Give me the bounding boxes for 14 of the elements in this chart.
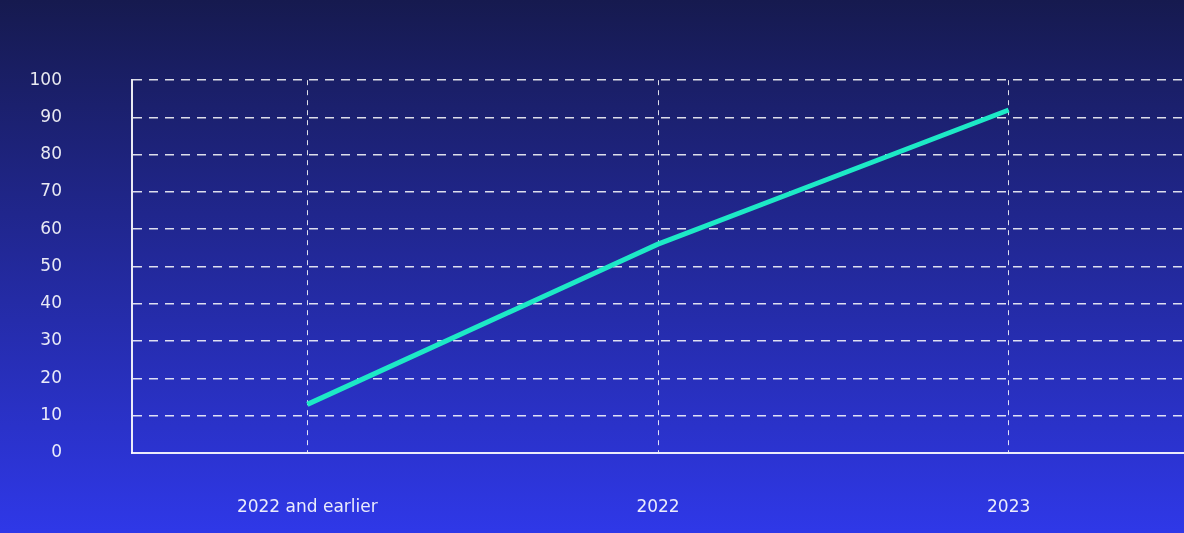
y-tick-label: 0 (51, 441, 62, 462)
y-tick-label: 100 (29, 68, 62, 89)
y-tick-label: 40 (40, 292, 62, 313)
y-tick-label: 30 (40, 329, 62, 350)
y-tick-label: 80 (40, 143, 62, 164)
x-tick-label: 2022 and earlier (236, 496, 378, 517)
y-tick-label: 10 (40, 403, 62, 424)
y-tick-label: 60 (40, 217, 62, 238)
y-tick-label: 20 (40, 366, 62, 387)
y-tick-label: 90 (40, 105, 62, 126)
y-tick-label: 70 (40, 180, 62, 201)
x-tick-label: 2022 (636, 496, 680, 517)
y-tick-label: 50 (40, 254, 62, 275)
x-tick-label: 2023 (987, 496, 1031, 517)
